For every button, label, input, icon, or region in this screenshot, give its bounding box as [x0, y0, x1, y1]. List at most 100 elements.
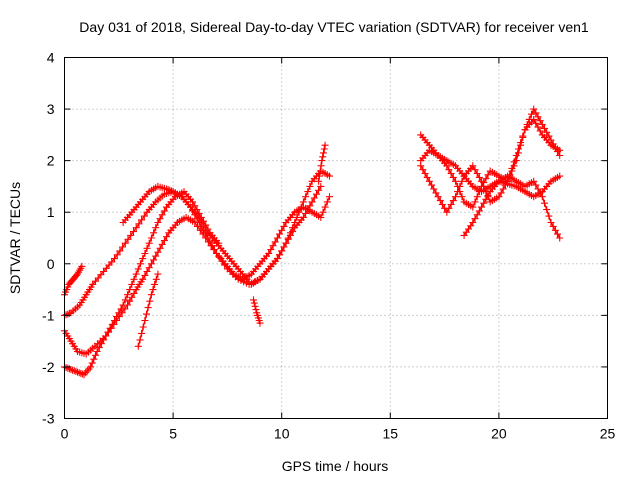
- data-point-marker: [519, 132, 527, 140]
- data-point-marker: [484, 192, 492, 199]
- data-point-marker: [156, 215, 164, 223]
- data-point-marker: [102, 332, 110, 340]
- data-point-marker: [484, 171, 492, 179]
- data-point-marker: [449, 197, 457, 205]
- data-point-marker: [469, 219, 477, 226]
- data-point-marker: [317, 162, 325, 170]
- data-point-marker: [551, 226, 559, 234]
- data-point-marker: [132, 270, 140, 278]
- data-point-marker: [152, 275, 160, 283]
- data-point-marker: [556, 152, 564, 159]
- data-point-marker: [197, 217, 205, 225]
- data-point-marker: [139, 255, 147, 263]
- data-point-marker: [191, 219, 199, 226]
- data-point-marker: [304, 188, 312, 196]
- data-point-marker: [144, 304, 152, 312]
- data-point-marker: [160, 237, 168, 245]
- data-point-marker: [276, 230, 283, 238]
- data-point-marker: [475, 207, 483, 215]
- data-point-marker: [280, 243, 288, 251]
- data-point-marker: [189, 198, 197, 206]
- data-point-marker: [443, 162, 451, 170]
- data-point-marker: [289, 224, 297, 232]
- data-point-marker: [313, 190, 320, 198]
- data-point-marker: [251, 302, 259, 310]
- data-point-marker: [269, 242, 277, 250]
- data-point-marker: [121, 296, 129, 304]
- data-point-marker: [78, 262, 86, 270]
- data-point-marker: [168, 187, 175, 195]
- data-point-marker: [326, 193, 333, 201]
- data-point-marker: [78, 370, 86, 378]
- data-point-marker: [302, 193, 310, 201]
- data-point-marker: [127, 231, 135, 239]
- data-point-marker: [480, 199, 488, 207]
- data-point-marker: [130, 289, 138, 297]
- data-point-marker: [196, 226, 204, 234]
- data-point-marker: [147, 291, 155, 299]
- data-point-marker: [147, 260, 155, 268]
- data-point-marker: [510, 158, 518, 166]
- data-point-marker: [163, 233, 171, 241]
- data-point-marker: [471, 198, 479, 206]
- data-point-marker: [117, 305, 125, 313]
- data-point-marker: [482, 175, 490, 183]
- data-point-marker: [139, 275, 147, 283]
- data-point-marker: [321, 203, 329, 211]
- y-tick-label: 4: [47, 50, 55, 66]
- data-point-marker: [130, 275, 138, 283]
- data-point-marker: [145, 239, 153, 247]
- data-point-marker: [135, 220, 143, 228]
- data-point-marker: [432, 189, 440, 197]
- x-tick-label: 10: [274, 426, 290, 442]
- data-point-marker: [532, 109, 540, 117]
- data-point-marker: [291, 219, 299, 226]
- data-point-marker: [517, 139, 525, 147]
- data-series: [61, 105, 564, 379]
- data-point-marker: [320, 149, 327, 157]
- series-track-12: [460, 172, 564, 242]
- data-point-marker: [512, 152, 520, 159]
- data-point-marker: [154, 248, 162, 256]
- data-point-marker: [143, 244, 151, 252]
- data-point-marker: [452, 193, 459, 201]
- data-point-marker: [473, 193, 481, 201]
- data-point-marker: [545, 212, 553, 220]
- data-point-marker: [302, 210, 310, 217]
- data-point-marker: [538, 193, 546, 201]
- data-point-marker: [554, 230, 561, 238]
- data-point-marker: [111, 255, 118, 263]
- data-point-marker: [478, 203, 485, 211]
- data-point-marker: [119, 301, 127, 309]
- data-point-marker: [154, 219, 162, 226]
- data-point-marker: [499, 185, 507, 193]
- data-point-marker: [315, 172, 323, 180]
- data-point-marker: [452, 177, 459, 185]
- data-point-marker: [158, 240, 166, 248]
- data-point-marker: [545, 132, 553, 140]
- data-point-marker: [202, 234, 210, 242]
- data-point-marker: [64, 310, 72, 318]
- series-track-4: [61, 262, 86, 299]
- data-point-marker: [221, 261, 229, 269]
- data-point-marker: [204, 238, 212, 246]
- data-point-marker: [137, 260, 144, 268]
- data-point-marker: [547, 219, 555, 226]
- data-point-marker: [278, 226, 286, 234]
- series-track-5: [119, 167, 333, 288]
- data-point-marker: [250, 296, 257, 304]
- data-point-marker: [543, 206, 551, 214]
- data-point-marker: [140, 212, 148, 220]
- data-point-marker: [152, 224, 160, 232]
- data-point-marker: [299, 198, 307, 206]
- data-point-marker: [556, 234, 564, 242]
- y-tick-labels: -3 -2 -1 0 1 2 3 4: [42, 50, 55, 427]
- data-point-marker: [323, 198, 331, 206]
- data-point-marker: [469, 203, 477, 211]
- data-point-marker: [438, 201, 446, 208]
- x-axis-label: GPS time / hours: [282, 458, 389, 474]
- y-tick-label: 3: [47, 101, 55, 117]
- data-point-marker: [69, 366, 77, 374]
- data-point-marker: [430, 185, 438, 193]
- data-point-marker: [202, 225, 210, 233]
